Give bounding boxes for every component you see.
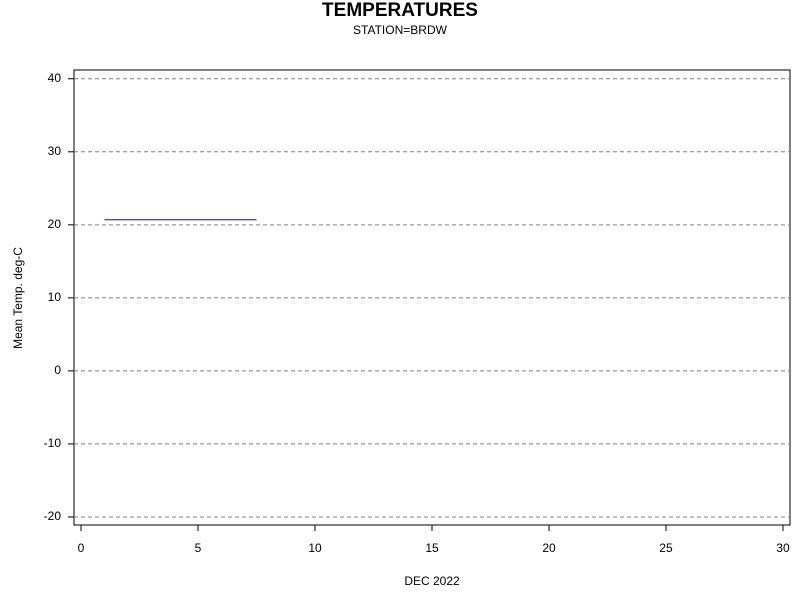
y-tick-label: 0 [54, 363, 61, 377]
y-tick-label: 20 [48, 217, 62, 231]
x-tick-label: 30 [776, 541, 790, 555]
chart-title: TEMPERATURES [322, 0, 478, 21]
y-tick-label: 40 [48, 71, 62, 85]
x-tick-label: 25 [659, 541, 673, 555]
x-tick-label: 10 [308, 541, 322, 555]
y-tick-label: 10 [48, 290, 62, 304]
x-axis-label: DEC 2022 [404, 574, 460, 588]
y-tick-label: 30 [48, 144, 62, 158]
x-tick-label: 20 [542, 541, 556, 555]
x-tick-label: 0 [78, 541, 85, 555]
y-tick-label: -20 [44, 509, 62, 523]
y-axis-label: Mean Temp. deg-C [11, 247, 25, 349]
chart-subtitle: STATION=BRDW [353, 23, 448, 37]
x-tick-label: 15 [425, 541, 439, 555]
x-tick-label: 5 [195, 541, 202, 555]
y-tick-label: -10 [44, 436, 62, 450]
